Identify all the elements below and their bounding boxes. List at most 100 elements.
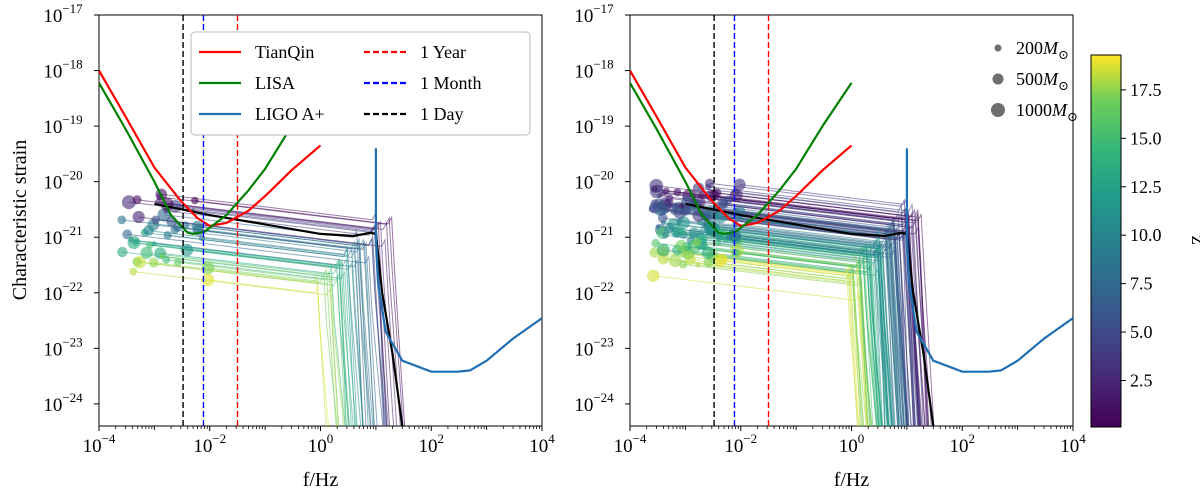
redshift-track: [158, 201, 395, 426]
redshift-track: [722, 202, 915, 426]
detector-curve-tianqin: [630, 70, 853, 228]
y-axis-label: Characteristic strain: [9, 140, 31, 301]
redshift-track: [127, 233, 384, 426]
redshift-track: [735, 191, 915, 426]
source-marker: [129, 267, 138, 276]
source-marker: [201, 273, 215, 287]
redshift-track: [739, 184, 921, 426]
source-marker: [733, 178, 746, 191]
source-marker: [713, 253, 727, 267]
reference-track: [154, 202, 404, 426]
redshift-track: [133, 271, 339, 426]
redshift-track: [719, 236, 890, 426]
redshift-track: [658, 202, 912, 426]
colorbar-tick-label: 12.5: [1130, 177, 1162, 197]
source-marker: [166, 216, 177, 227]
redshift-track: [175, 205, 385, 426]
redshift-track: [695, 204, 908, 426]
redshift-track: [201, 237, 364, 426]
source-marker: [132, 240, 138, 246]
source-marker: [717, 197, 728, 209]
y-tick-label: 10−20: [43, 168, 82, 194]
legend-label: 1 Year: [420, 42, 466, 62]
source-marker: [656, 243, 670, 257]
plot-area: [630, 15, 1073, 426]
source-marker: [688, 227, 700, 239]
source-marker: [695, 262, 701, 268]
y-tick-label: 10−19: [43, 112, 82, 138]
y-tick-label: 10−22: [43, 279, 82, 305]
redshift-track: [136, 240, 356, 426]
redshift-track: [739, 211, 902, 426]
colorbar-tick-label: 15.0: [1130, 128, 1162, 148]
redshift-track: [653, 275, 873, 426]
colorbar-tick-label: 10.0: [1130, 225, 1162, 245]
redshift-track: [162, 255, 337, 426]
detector-curve-tianqin: [99, 70, 322, 228]
redshift-track: [177, 261, 340, 426]
colorbar: 2.5 5.0 7.5 10.0 12.5 15.0 17.5 z: [1090, 54, 1200, 428]
redshift-track: [736, 250, 868, 426]
y-tick-label: 10−21: [574, 223, 613, 249]
legend-label: TianQin: [255, 42, 314, 62]
x-tick-label: 10−4: [614, 431, 647, 457]
detector-curve-ligo-a-: [374, 148, 542, 373]
redshift-track: [723, 203, 905, 426]
source-markers: [647, 178, 746, 282]
x-tick-label: 102: [950, 431, 976, 457]
redshift-track: [662, 250, 860, 426]
source-marker: [673, 188, 682, 197]
redshift-track: [136, 261, 346, 426]
redshift-track: [683, 263, 871, 426]
y-tick-label: 10−24: [43, 390, 83, 416]
colorbar-gradient: [1090, 54, 1122, 428]
y-tick-label: 10−22: [574, 279, 613, 305]
redshift-track: [735, 223, 900, 426]
size-legend: 200M⊙ 500M⊙ 1000M⊙: [991, 38, 1078, 124]
redshift-track: [710, 227, 886, 426]
colorbar-tick-label: 2.5: [1130, 371, 1153, 391]
redshift-track: [174, 229, 374, 426]
source-marker: [692, 182, 705, 194]
redshift-track: [723, 231, 882, 426]
source-marker: [651, 238, 661, 248]
source-marker: [198, 234, 206, 242]
source-marker: [151, 215, 160, 225]
redshift-track: [709, 182, 916, 426]
source-marker: [151, 241, 157, 247]
redshift-track: [207, 267, 338, 426]
source-marker: [117, 215, 127, 225]
left-panel: 10−4 10−2 100 102 104 10−24 10−23 10−22 10−21 10−…: [43, 1, 555, 491]
source-marker: [148, 257, 159, 268]
redshift-track: [708, 261, 864, 426]
legend-label: 1 Day: [420, 104, 464, 124]
colorbar-tick-label: 5.0: [1130, 322, 1153, 342]
plot-area: [99, 15, 542, 426]
size-legend-label: 200M⊙: [1016, 38, 1069, 62]
source-marker: [698, 191, 707, 200]
y-tick-label: 10−18: [43, 57, 82, 83]
redshift-track: [122, 251, 357, 426]
y-tick-label: 10−20: [574, 168, 613, 194]
source-marker: [121, 195, 136, 210]
redshift-track: [207, 279, 330, 426]
x-tick-label: 102: [419, 431, 445, 457]
colorbar-label: z: [1187, 236, 1200, 245]
redshift-track: [186, 249, 364, 426]
redshift-track: [702, 194, 926, 426]
redshift-track: [697, 264, 861, 426]
redshift-track: [153, 262, 345, 426]
detector-curve-ligo-a-: [905, 148, 1073, 373]
source-marker: [649, 184, 664, 199]
detector-curve-lisa: [630, 82, 853, 236]
source-marker: [677, 216, 690, 230]
right-panel: 10−4 10−2 100 102 104 10−24 10−23 10−22 10−21 10−…: [574, 1, 1086, 491]
legend-frame: [190, 31, 531, 136]
legend-label: LIGO A+: [255, 104, 325, 124]
source-marker: [122, 229, 133, 240]
redshift-track: [185, 224, 375, 426]
redshift-track: [139, 261, 327, 426]
source-marker: [191, 196, 199, 205]
source-marker: [698, 228, 705, 235]
source-marker: [658, 213, 668, 223]
